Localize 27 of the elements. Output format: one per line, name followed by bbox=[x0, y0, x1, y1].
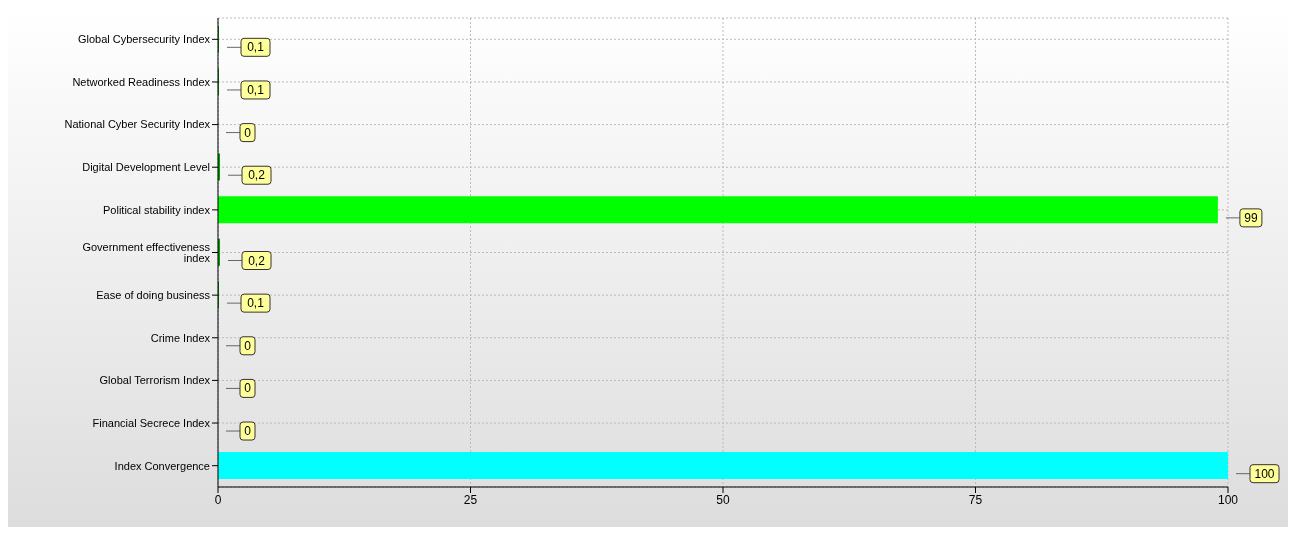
x-tick-label: 75 bbox=[968, 492, 983, 507]
data-label: 0 bbox=[244, 381, 252, 396]
y-tick-label: Ease of doing business bbox=[96, 289, 211, 302]
x-tick-label: 0 bbox=[214, 492, 222, 507]
y-tick-label: Political stability index bbox=[103, 203, 211, 216]
y-tick-label: Crime Index bbox=[150, 331, 211, 344]
data-label: 0,2 bbox=[248, 168, 266, 183]
x-tick-label: 50 bbox=[716, 492, 730, 507]
y-tick-label: Global Cybersecurity Index bbox=[77, 33, 211, 46]
data-label: 0,2 bbox=[248, 253, 266, 268]
y-tick-label: Financial Secrece Index bbox=[92, 416, 211, 429]
y-tick-label: Digital Development Level bbox=[82, 161, 210, 174]
data-label: 0 bbox=[244, 338, 252, 353]
data-label: 99 bbox=[1244, 210, 1258, 225]
data-label: 100 bbox=[1254, 466, 1275, 481]
data-label: 0,1 bbox=[247, 82, 265, 97]
y-tick-label: Government effectiveness index bbox=[82, 240, 211, 264]
y-tick-label: National Cyber Security Index bbox=[64, 118, 211, 131]
y-tick-label: Global Terrorism Index bbox=[99, 374, 211, 387]
data-label: 0,1 bbox=[247, 296, 265, 311]
data-label: 0,1 bbox=[247, 40, 265, 55]
y-tick-label: Index Convergence bbox=[114, 459, 210, 472]
data-label: 0 bbox=[244, 424, 252, 439]
x-tick-label: 25 bbox=[463, 492, 478, 507]
x-tick-label: 100 bbox=[1217, 492, 1239, 507]
data-label: 0 bbox=[244, 125, 252, 140]
y-tick-label: Networked Readiness Index bbox=[72, 75, 211, 88]
